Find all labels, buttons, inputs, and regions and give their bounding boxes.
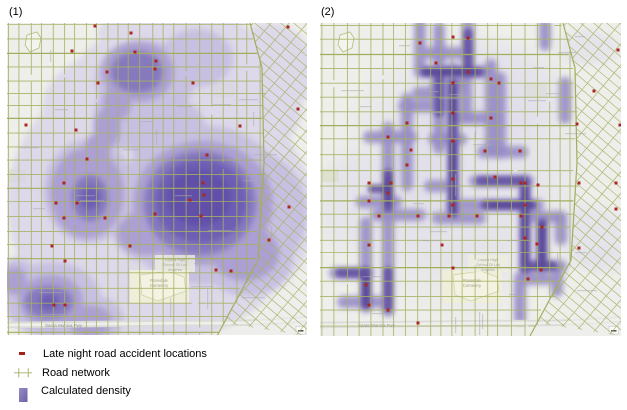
- svg-text:Cemetery: Cemetery: [463, 283, 482, 288]
- svg-text:School Of Los: School Of Los: [163, 263, 187, 267]
- svg-text:Santa Monica Fwy: Santa Monica Fwy: [45, 323, 83, 328]
- svg-text:Cemetery: Cemetery: [150, 283, 169, 288]
- svg-text:Santa Monica Fwy: Santa Monica Fwy: [358, 323, 396, 328]
- svg-text:Rosedale: Rosedale: [150, 278, 168, 283]
- svg-text:Angeles: Angeles: [168, 268, 182, 272]
- svg-text:Loyola High: Loyola High: [165, 258, 185, 262]
- svg-text:Rosedale: Rosedale: [463, 278, 481, 283]
